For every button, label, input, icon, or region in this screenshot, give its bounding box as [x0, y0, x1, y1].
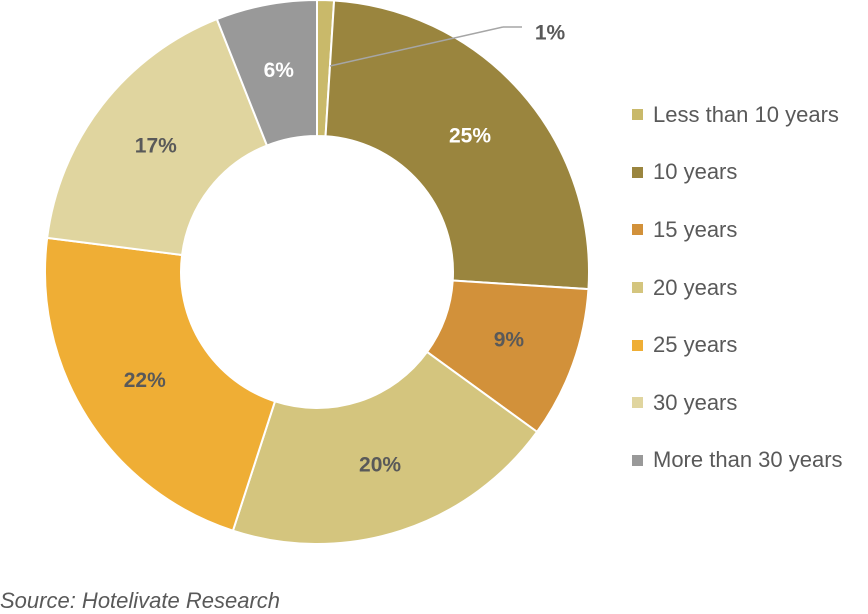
legend-label: More than 30 years	[653, 447, 843, 473]
legend-label: 10 years	[653, 159, 738, 185]
legend-swatch	[632, 454, 643, 466]
legend-item: 20 years	[632, 259, 843, 317]
legend: Less than 10 years 10 years 15 years 20 yea…	[632, 86, 843, 489]
leader-line-1pct	[329, 26, 504, 67]
legend-item: More than 30 years	[632, 432, 843, 490]
legend-label: 20 years	[653, 274, 738, 300]
slice-label-more-than-30-years: 6%	[264, 59, 295, 82]
source-note: Source: Hotelivate Research	[0, 588, 281, 613]
legend-item: 25 years	[632, 316, 843, 374]
legend-item: 30 years	[632, 374, 843, 432]
legend-label: 15 years	[653, 216, 738, 242]
legend-label: Less than 10 years	[653, 101, 839, 127]
slice-more-than-30-years	[215, 0, 318, 147]
donut-chart: 1% 25% 9% 20% 22% 17% 6%	[44, 0, 590, 545]
legend-item: Less than 10 years	[632, 86, 843, 144]
legend-item: 15 years	[632, 201, 843, 259]
slice-20-years	[231, 350, 539, 545]
slice-label-25-years: 22%	[124, 369, 166, 392]
slice-label-less-than-10-years: 1%	[535, 22, 566, 45]
slice-label-30-years: 17%	[135, 135, 177, 158]
legend-swatch	[632, 339, 643, 351]
slice-label-20-years: 20%	[359, 454, 401, 477]
legend-swatch	[632, 282, 643, 294]
legend-label: 30 years	[653, 389, 738, 415]
legend-swatch	[632, 109, 643, 121]
legend-swatch	[632, 224, 643, 236]
slice-label-10-years: 25%	[449, 125, 491, 148]
legend-swatch	[632, 166, 643, 178]
slice-label-15-years: 9%	[494, 329, 525, 352]
slice-25-years	[44, 236, 277, 532]
legend-swatch	[632, 397, 643, 409]
slice-10-years	[324, 0, 590, 291]
slice-30-years	[46, 17, 269, 257]
legend-label: 25 years	[653, 332, 738, 358]
legend-item: 10 years	[632, 144, 843, 202]
